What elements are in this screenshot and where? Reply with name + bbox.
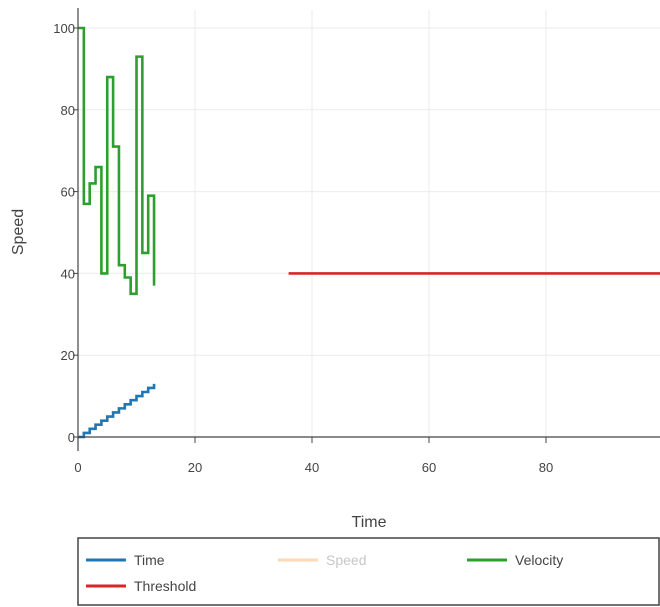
x-axis-title: Time (352, 514, 387, 531)
y-tick-label-100: 100 (53, 21, 75, 36)
x-tick-label-20: 20 (188, 460, 202, 475)
series-layer (78, 26, 660, 439)
y-tick-label-40: 40 (61, 266, 75, 281)
y-axis-title: Speed (10, 209, 27, 255)
x-tick-label-80: 80 (539, 460, 553, 475)
y-tick-label-80: 80 (61, 103, 75, 118)
legend-item-velocity[interactable]: Velocity (467, 552, 563, 568)
legend-label-speed: Speed (326, 552, 366, 568)
series-line-time (78, 383, 156, 439)
y-tick-label-60: 60 (61, 185, 75, 200)
series-line-velocity (78, 26, 156, 296)
y-tick-label-20: 20 (61, 348, 75, 363)
grid-lines (78, 10, 660, 437)
legend[interactable]: Time Speed Velocity Threshold (77, 537, 660, 606)
x-tick-label-0: 0 (74, 460, 81, 475)
legend-item-speed[interactable]: Speed (278, 552, 366, 568)
legend-label-threshold: Threshold (134, 578, 196, 594)
tick-labels: 0 20 40 60 80 100 0 20 40 60 80 (53, 21, 553, 475)
legend-label-time: Time (134, 552, 165, 568)
legend-item-threshold[interactable]: Threshold (86, 578, 196, 594)
y-tick-label-0: 0 (68, 430, 75, 445)
legend-box (77, 537, 660, 606)
legend-label-velocity: Velocity (515, 552, 563, 568)
x-tick-label-60: 60 (422, 460, 436, 475)
x-tick-label-40: 40 (305, 460, 319, 475)
legend-item-time[interactable]: Time (86, 552, 165, 568)
axes (73, 8, 660, 451)
